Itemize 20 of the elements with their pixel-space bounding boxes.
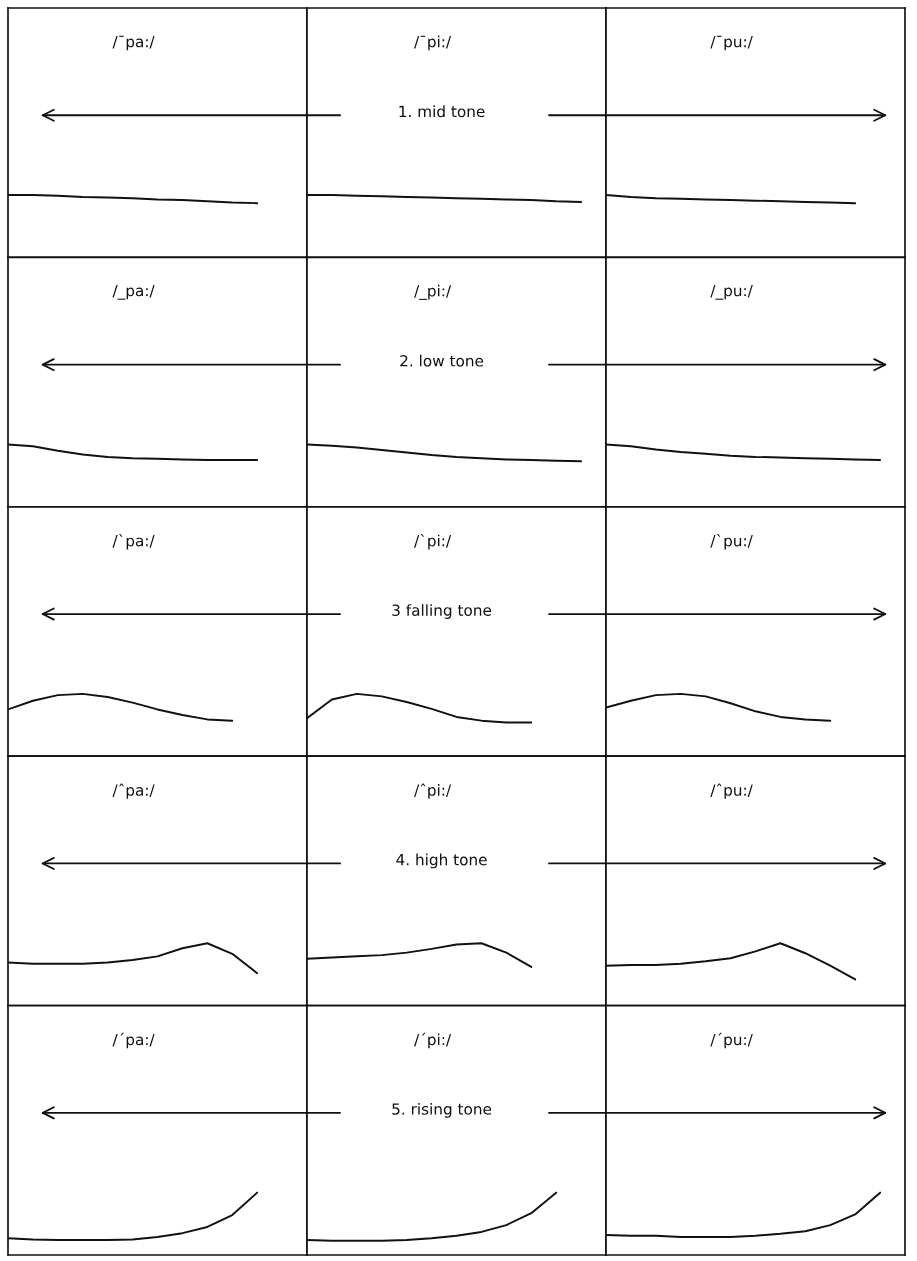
text: 4. high tone [396, 853, 487, 869]
text: 3 falling tone [392, 604, 492, 619]
chart-title: /ˋpa:/ [112, 534, 155, 550]
chart-title: /_pa:/ [112, 284, 155, 300]
chart-title: /ˆpu:/ [710, 783, 753, 799]
chart-title: /ˋpu:/ [710, 534, 753, 550]
text: 2. low tone [400, 354, 484, 367]
chart-title: /¯pu:/ [710, 35, 753, 51]
chart-title: /ˊpi:/ [414, 1032, 452, 1049]
chart-title: /ˆpi:/ [414, 783, 452, 799]
chart-title: /ˊpu:/ [710, 1032, 753, 1049]
text: 1. mid tone [399, 105, 485, 118]
chart-title: /¯pi:/ [414, 35, 452, 51]
text: 5. rising tone [392, 1102, 492, 1118]
chart-title: /¯pa:/ [112, 35, 155, 51]
chart-title: /ˋpi:/ [414, 534, 452, 550]
chart-title: /ˆpa:/ [112, 783, 155, 799]
chart-title: /_pu:/ [710, 284, 753, 300]
chart-title: /ˊpa:/ [112, 1032, 155, 1049]
chart-title: /_pi:/ [414, 284, 452, 300]
